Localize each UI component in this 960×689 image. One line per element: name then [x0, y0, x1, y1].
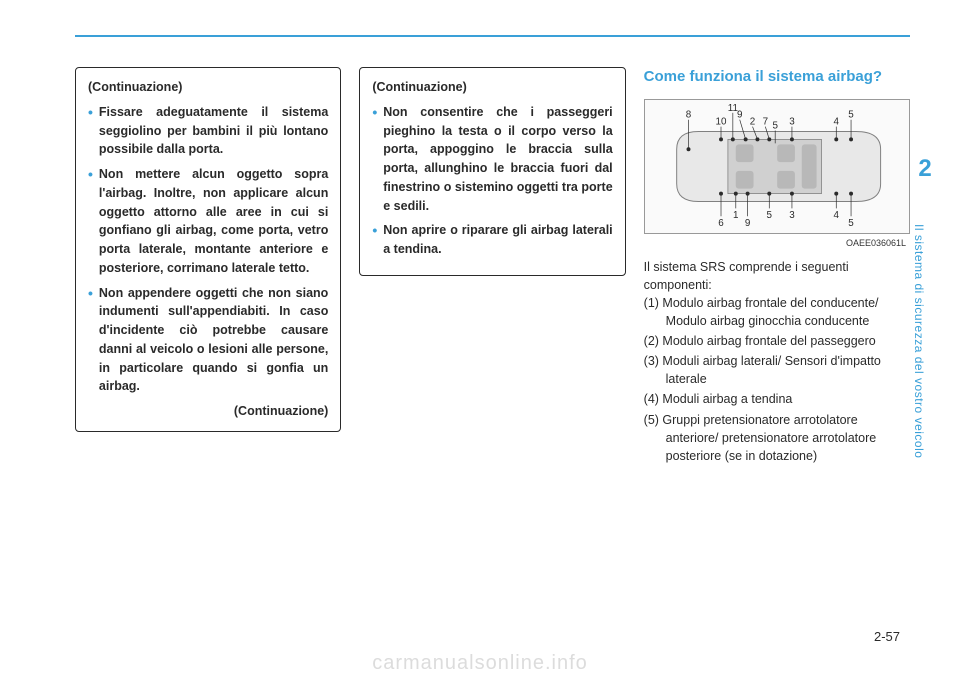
continuation-label: (Continuazione) — [372, 78, 612, 97]
svg-text:5: 5 — [772, 120, 778, 131]
list-item: (1) Modulo airbag frontale del conducent… — [644, 294, 910, 330]
list-item: (4) Moduli airbag a tendina — [644, 390, 910, 408]
car-top-view-svg: 8 10 11 9 2 7 5 3 4 5 6 1 — [645, 100, 909, 233]
warning-box-1: (Continuazione) • Fissare adeguatamente … — [75, 67, 341, 432]
page-number: 2-57 — [874, 629, 900, 644]
chapter-side-tab: 2 Il sistema di sicurezza del vostro vei… — [912, 155, 938, 491]
list-item: (2) Modulo airbag frontale del passegger… — [644, 332, 910, 350]
svg-text:8: 8 — [685, 109, 691, 120]
components-intro: Il sistema SRS comprende i seguenti comp… — [644, 258, 910, 294]
bullet-icon: • — [88, 165, 93, 278]
svg-text:7: 7 — [762, 116, 767, 127]
bullet-text: Non mettere alcun oggetto sopra l'airbag… — [99, 165, 328, 278]
svg-text:4: 4 — [833, 116, 839, 127]
chapter-title-vertical: Il sistema di sicurezza del vostro veico… — [912, 191, 926, 491]
bullet-item: • Fissare adeguatamente il sistema seggi… — [88, 103, 328, 159]
list-item: (3) Moduli airbag laterali/ Sensori d'im… — [644, 352, 910, 388]
chapter-number: 2 — [912, 155, 938, 183]
svg-text:10: 10 — [715, 116, 726, 127]
diagram-code: OAEE036061L — [644, 238, 910, 248]
manual-page: (Continuazione) • Fissare adeguatamente … — [0, 0, 960, 689]
svg-text:5: 5 — [766, 210, 772, 221]
bullet-item: • Non consentire che i passeggeri pieghi… — [372, 103, 612, 216]
continuation-trailing: (Continuazione) — [88, 402, 328, 421]
bullet-item: • Non mettere alcun oggetto sopra l'airb… — [88, 165, 328, 278]
warning-box-2: (Continuazione) • Non consentire che i p… — [359, 67, 625, 276]
content-columns: (Continuazione) • Fissare adeguatamente … — [75, 67, 910, 467]
bullet-text: Non aprire o riparare gli airbag lateral… — [383, 221, 612, 259]
bullet-icon: • — [88, 284, 93, 397]
column-2: (Continuazione) • Non consentire che i p… — [359, 67, 625, 467]
list-item: (5) Gruppi pretensionatore arrotolatore … — [644, 411, 910, 465]
bullet-icon: • — [372, 221, 377, 259]
column-1: (Continuazione) • Fissare adeguatamente … — [75, 67, 341, 467]
watermark-text: carmanualsonline.info — [0, 652, 960, 675]
bullet-text: Fissare adeguatamente il sistema seggiol… — [99, 103, 328, 159]
svg-text:5: 5 — [848, 218, 854, 229]
svg-text:1: 1 — [733, 210, 738, 221]
svg-text:9: 9 — [745, 218, 751, 229]
svg-text:5: 5 — [848, 109, 854, 120]
components-list: (1) Modulo airbag frontale del conducent… — [644, 294, 910, 465]
svg-text:6: 6 — [718, 218, 724, 229]
bullet-item: • Non appendere oggetti che non siano in… — [88, 284, 328, 397]
bullet-text: Non consentire che i passeggeri pieghino… — [383, 103, 612, 216]
section-heading: Come funziona il sistema airbag? — [644, 67, 910, 87]
top-rule — [75, 35, 910, 37]
bullet-text: Non appendere oggetti che non siano indu… — [99, 284, 328, 397]
continuation-label: (Continuazione) — [88, 78, 328, 97]
bullet-icon: • — [88, 103, 93, 159]
bullet-item: • Non aprire o riparare gli airbag later… — [372, 221, 612, 259]
column-3: Come funziona il sistema airbag? — [644, 67, 910, 467]
svg-text:2: 2 — [749, 116, 754, 127]
airbag-diagram: 8 10 11 9 2 7 5 3 4 5 6 1 — [644, 99, 910, 234]
svg-text:4: 4 — [833, 210, 839, 221]
svg-text:3: 3 — [789, 116, 795, 127]
svg-text:3: 3 — [789, 210, 795, 221]
bullet-icon: • — [372, 103, 377, 216]
svg-text:9: 9 — [737, 109, 743, 120]
